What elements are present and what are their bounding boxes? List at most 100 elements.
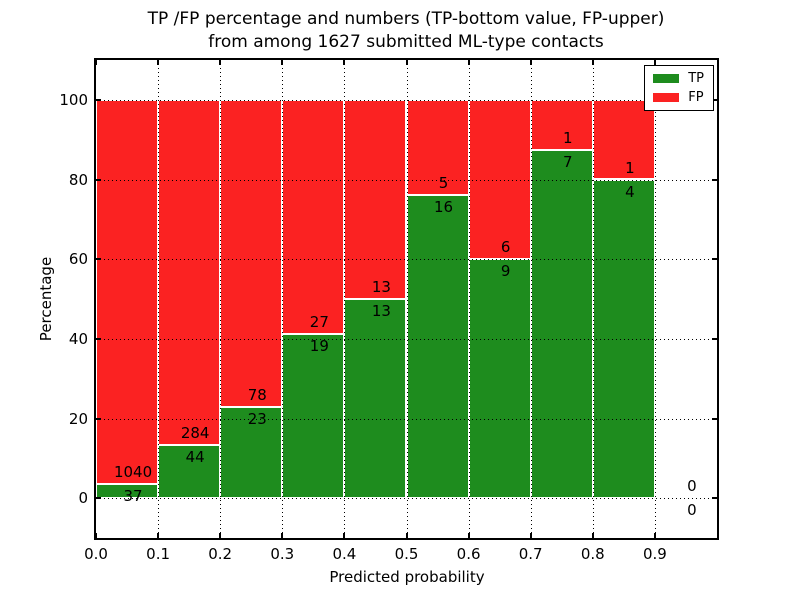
x-tick-mark [219,533,222,538]
x-tick-mark-top [281,60,284,65]
bar-tp-segment [530,149,593,499]
x-tick-label: 0.0 [84,545,108,563]
y-axis-label: Percentage [37,256,55,342]
x-tick-mark-top [591,60,594,65]
bar-label-tp: 19 [309,336,329,355]
v-gridline [406,60,408,538]
y-tick-mark [96,497,101,500]
y-tick-mark [96,178,101,181]
bar-tp-segment [344,299,407,499]
x-tick-mark-top [95,60,97,65]
y-tick-label: 40 [68,329,88,348]
bar-label-fp: 13 [371,278,391,296]
x-tick-mark-top [405,60,408,65]
bar-fp-segment [158,99,221,445]
bar-tp-segment [96,484,159,499]
x-tick-mark [405,533,408,538]
y-tick-label: 100 [59,90,88,109]
bar-label-fp: 27 [309,312,329,331]
y-tick-mark-right [712,337,717,340]
y-tick-mark-right [712,258,717,261]
bar-label-fp: 1 [625,158,635,177]
y-tick-label: 20 [68,409,88,428]
bar-tp-segment [468,259,531,499]
x-tick-label: 0.9 [642,545,667,563]
legend-entry-fp: FP [653,91,704,104]
x-tick-mark-top [157,60,160,65]
v-gridline [220,60,222,538]
bar-label-tp: 4 [625,182,635,201]
bar-label-tp: 7 [562,152,573,171]
y-tick-mark-right [712,497,717,500]
bar-label-tp: 0 [687,501,697,520]
x-tick-mark [281,533,284,538]
x-tick-mark [529,533,532,538]
y-tick-mark [96,258,101,261]
v-gridline [344,60,346,538]
bar-tp-segment [282,333,345,499]
chart-title: TP /FP percentage and numbers (TP-bottom… [148,8,665,54]
x-tick-mark-top [467,60,470,65]
chart-title-line1: TP /FP percentage and numbers (TP-bottom… [147,9,665,29]
legend-label-tp: TP [688,71,704,86]
bar-tp-segment [158,444,221,499]
v-gridline [282,60,284,538]
x-tick-label: 0.5 [394,545,419,563]
bar-label-fp: 0 [687,477,697,496]
bar-label-fp: 6 [500,238,511,257]
legend-label-fp: FP [688,90,704,105]
bar-tp-segment [406,194,469,499]
x-tick-mark-top [219,60,222,65]
y-tick-mark-right [712,178,717,181]
x-tick-label: 0.1 [146,545,171,563]
bar-label-tp: 9 [500,262,511,281]
bar-label-fp: 78 [247,386,267,405]
fp-color-swatch [653,93,680,102]
legend-entry-tp: TP [653,72,704,85]
bar-label-tp: 16 [434,197,454,216]
bar-fp-segment [344,99,407,299]
bar-label-tp: 23 [247,410,267,429]
tp-color-swatch [653,74,680,83]
v-gridline [158,60,160,538]
bar-fp-segment [220,99,283,408]
v-gridline [654,60,656,538]
bar-tp-segment [220,407,283,499]
bar-label-tp: 44 [185,447,205,466]
v-gridline [468,60,470,538]
bar-fp-segment [282,99,345,334]
bar-label-fp: 1040 [113,463,153,482]
x-tick-mark-top [343,60,346,65]
x-tick-mark-top [529,60,532,65]
bar-label-tp: 13 [371,302,391,320]
bar-label-fp: 1 [562,128,573,147]
bar-label-fp: 5 [438,173,449,192]
v-gridline [530,60,532,538]
x-tick-label: 0.4 [332,545,357,563]
y-tick-mark [96,98,101,101]
y-tick-mark-right [712,417,717,420]
x-tick-mark [95,533,97,538]
chart-title-line2: from among 1627 submitted ML-type contac… [208,32,604,52]
x-tick-mark [343,533,346,538]
y-tick-label: 0 [78,489,88,508]
legend: TP FP [644,65,714,111]
bar-label-tp: 37 [123,487,143,506]
bar-fp-segment [592,99,655,180]
y-tick-label: 60 [68,250,88,269]
y-tick-mark-right [712,98,717,101]
x-tick-label: 0.8 [580,545,605,563]
y-tick-mark [96,337,101,340]
x-tick-label: 0.2 [208,545,233,563]
x-tick-mark-top [653,60,656,65]
y-tick-label: 80 [68,170,88,189]
plot-area: TP FP 1040 37 284 44 78 23 27 19 13 13 5 16 6 9 1 7 1 4 0 0 [94,58,719,540]
x-tick-label: 0.7 [518,545,543,563]
x-tick-label: 0.6 [456,545,481,563]
x-tick-mark [591,533,594,538]
bar-fp-segment [406,99,469,195]
x-axis-label: Predicted probability [329,568,485,586]
x-tick-label: 0.3 [270,545,295,563]
v-gridline [592,60,594,538]
